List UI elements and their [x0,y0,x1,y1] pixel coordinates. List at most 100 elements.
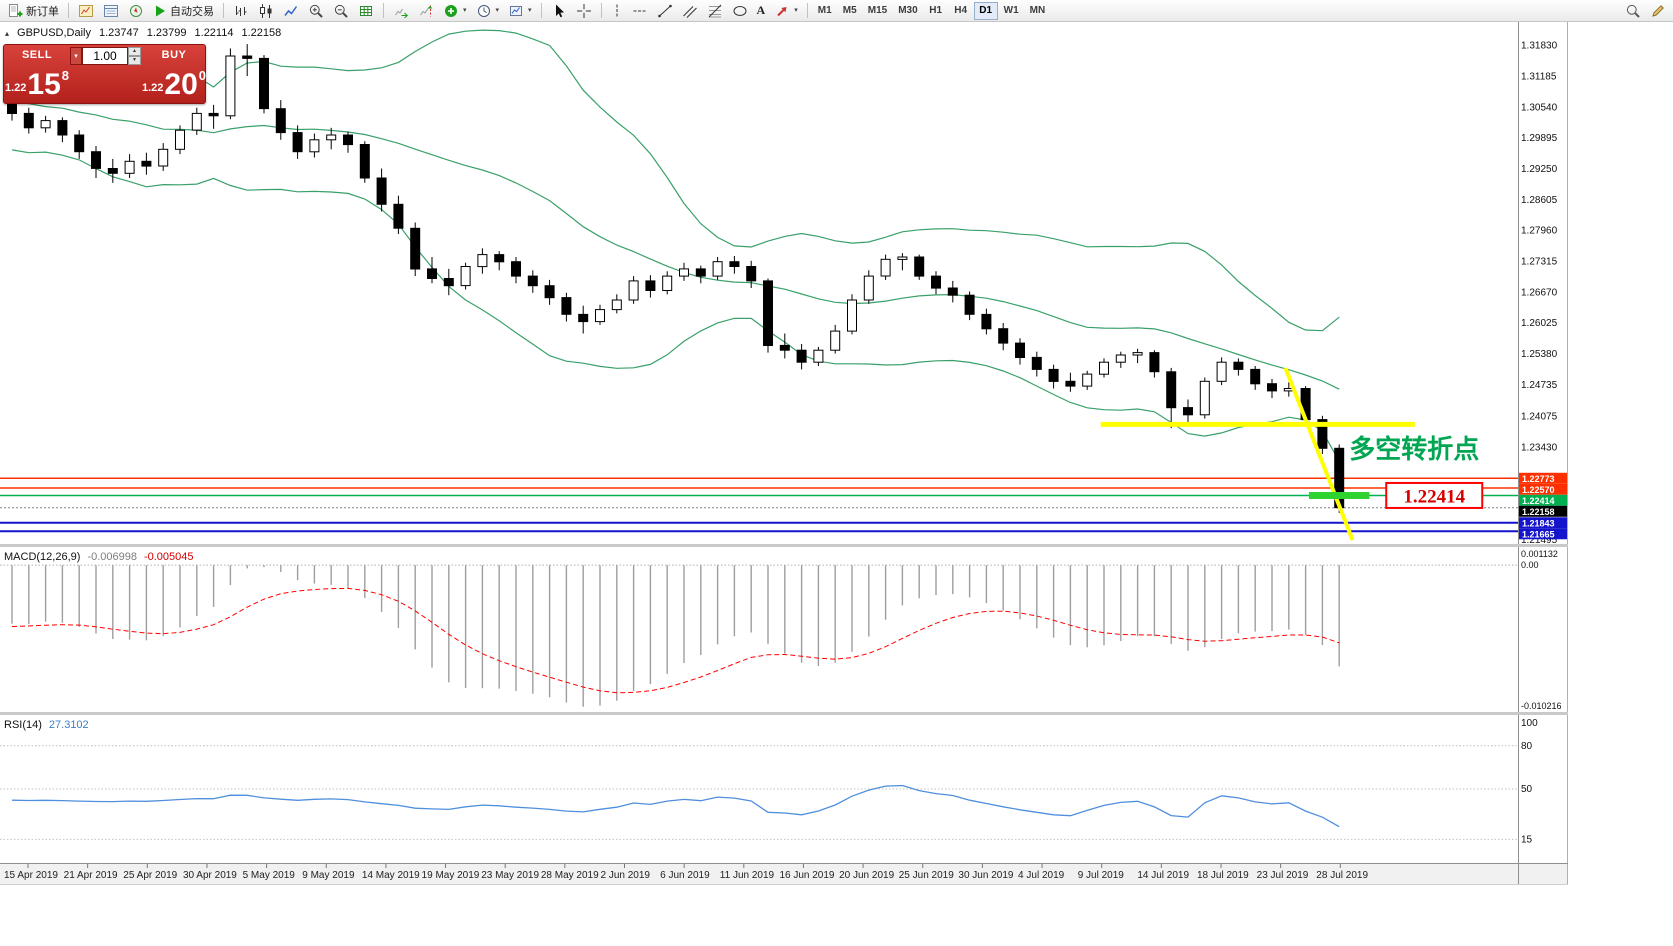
timeframe-m15-button[interactable]: M15 [863,2,892,20]
price-axis-label: 1.29250 [1521,164,1558,175]
sell-price-sup: 8 [61,68,70,83]
price-axis-label: 1.26670 [1521,287,1558,298]
line-chart-button[interactable] [279,1,303,21]
chart-shift-button[interactable] [414,1,438,21]
price-callout: 1.22414 [1385,481,1484,509]
timeframe-h4-button[interactable]: H4 [949,2,973,20]
timeframe-w1-button[interactable]: W1 [999,2,1024,20]
periods-button[interactable]: ▾ [472,1,504,21]
sell-side: SELL 1.22 15 8 [4,45,70,103]
templates-button[interactable]: ▾ [504,1,536,21]
data-window-button[interactable] [99,1,123,21]
time-axis-labels: 15 Apr 2019 21 Apr 2019 25 Apr 2019 30 Apr … [4,864,1368,881]
timeframe-h1-button[interactable]: H1 [924,2,948,20]
buy-button[interactable]: 1.22 20 0 [141,65,207,103]
timeframe-d1-button[interactable]: D1 [973,1,998,20]
time-axis-label: 16 Jun 2019 [779,870,834,881]
timeframe-m5-button[interactable]: M5 [838,2,862,20]
search-button[interactable] [1621,1,1645,21]
buy-price-sup: 0 [198,68,207,83]
vertical-line-button[interactable] [607,1,627,21]
price-axis-label: 1.24075 [1521,412,1558,423]
macd-axis-label: 0.001132 [1521,549,1558,559]
rsi-name: RSI(14) [4,719,42,731]
time-axis-label: 20 Jun 2019 [839,870,894,881]
data-window-icon [103,3,119,19]
time-axis-label: 30 Jun 2019 [958,870,1013,881]
timeframe-mn-button[interactable]: MN [1025,2,1051,20]
rsi-axis-label: 50 [1521,784,1533,795]
price-axis-box-label: 1.22773 [1522,474,1555,484]
line-chart-icon [283,3,299,19]
shapes-button[interactable] [728,1,752,21]
timeframe-m1-button[interactable]: M1 [813,2,837,20]
toolbar: 新订单 自动交易 ▾ ▾ ▾ A ▾ M1 M5 M15 M30 H1 H4 D… [0,0,1673,22]
zoom-in-button[interactable] [304,1,328,21]
price-axis-box [1519,505,1568,517]
volume-down-button[interactable]: ▼ [128,56,141,65]
text-button[interactable]: A [753,1,770,21]
main-chart-plot[interactable]: 多空转折点 1.22414 [0,29,1518,541]
bar-chart-button[interactable] [229,1,253,21]
fibonacci-icon [707,3,723,19]
fibonacci-button[interactable] [703,1,727,21]
volume-up-button[interactable]: ▲ [128,47,141,56]
yellow-trendline[interactable] [1283,367,1355,541]
rsi-axis-label: 15 [1521,834,1533,845]
channel-button[interactable] [678,1,702,21]
macd-name: MACD(12,26,9) [4,551,81,563]
rsi-axis-label: 80 [1521,741,1533,752]
volume-input[interactable] [82,47,128,65]
autotrading-label: 自动交易 [170,5,214,18]
ohlc-low: 1.22114 [194,27,234,39]
market-watch-button[interactable] [74,1,98,21]
timeframe-m30-button[interactable]: M30 [893,2,922,20]
toolbar-separator [223,3,224,18]
toolbar-separator [806,3,808,18]
new-order-icon [7,3,23,19]
auto-scroll-button[interactable] [389,1,413,21]
time-axis-label: 30 Apr 2019 [183,870,237,881]
candlestick-chart-button[interactable] [254,1,278,21]
panel-splitter[interactable] [0,544,1568,547]
time-axis[interactable] [0,864,1568,884]
crosshair-icon [576,3,592,19]
one-click-trading-panel: SELL 1.22 15 8 ▾ ▲ ▼ BUY 1.22 20 0 [3,44,206,104]
indicators-button[interactable]: ▾ [439,1,471,21]
panel-splitter[interactable] [0,712,1568,715]
navigator-button[interactable] [124,1,148,21]
pencil-icon [1650,3,1666,19]
crosshair-button[interactable] [572,1,596,21]
edit-button[interactable] [1646,1,1670,21]
price-axis-label: 1.31830 [1521,41,1558,52]
time-axis-label: 18 Jul 2019 [1197,870,1249,881]
chart-background[interactable] [0,22,1568,864]
trendline-button[interactable] [653,1,677,21]
templates-icon [508,3,524,19]
macd-value-signal: -0.005045 [143,551,194,563]
arrows-button[interactable]: ▾ [770,1,802,21]
zoom-out-button[interactable] [329,1,353,21]
price-axis-box [1519,472,1568,484]
price-axis-box-label: 1.22158 [1522,507,1555,517]
buy-price-big: 20 [164,67,198,101]
cursor-button[interactable] [547,1,571,21]
volume-dropdown-button[interactable]: ▾ [70,47,82,65]
autotrading-button[interactable]: 自动交易 [149,1,218,21]
price-axis[interactable]: 1.31830 1.31185 1.30540 1.29895 1.29250 1.286… [1519,41,1568,846]
grid-button[interactable] [354,1,378,21]
navigator-icon [128,3,144,19]
price-axis-label: 1.24735 [1521,380,1558,391]
horizontal-line-button[interactable] [628,1,652,21]
macd-histogram [11,565,1340,707]
rsi-panel[interactable] [0,745,1518,840]
macd-value-main: -0.006998 [87,551,137,563]
macd-panel[interactable] [0,564,1518,707]
sell-caption: SELL [21,49,53,61]
new-order-button[interactable]: 新订单 [3,1,63,21]
sell-button[interactable]: 1.22 15 8 [4,65,70,103]
zoom-out-icon [333,3,349,19]
rsi-value: 27.3102 [48,719,89,731]
